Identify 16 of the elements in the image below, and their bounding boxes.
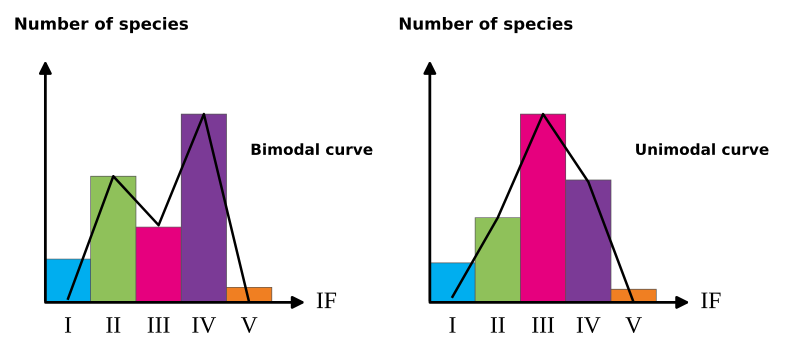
annotation: Unimodal curve (636, 143, 769, 156)
x-tick-label: I (64, 317, 72, 333)
y-axis-title: Number of species (15, 16, 188, 34)
x-tick-label: II (490, 317, 505, 333)
x-tick-label: V (240, 317, 258, 334)
x-tick-label: IV (192, 317, 216, 334)
x-axis-title: IF (701, 292, 721, 308)
x-tick-label: IV (576, 317, 601, 334)
x-tick-label: I (449, 317, 456, 333)
x-tick-label: III (532, 317, 554, 333)
x-axis-title: IF (316, 292, 336, 308)
x-tick-label: II (106, 317, 120, 333)
annotation: Bimodal curve (252, 143, 372, 156)
y-axis-title: Number of species (400, 16, 572, 34)
x-tick-label: V (625, 317, 642, 334)
x-tick-label: III (148, 317, 170, 333)
